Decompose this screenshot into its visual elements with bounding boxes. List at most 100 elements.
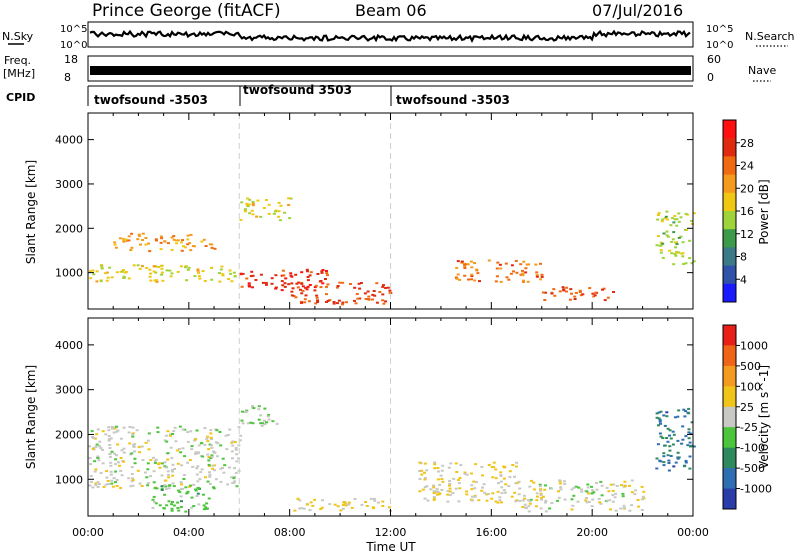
power-cell: [313, 289, 317, 292]
power-cell: [673, 241, 677, 244]
power-cell: [160, 267, 164, 270]
velocity-cell: [146, 468, 150, 471]
velocity-cell: [209, 432, 213, 435]
velocity-cell: [585, 501, 589, 504]
velocity-cell: [181, 487, 185, 490]
power-cell: [166, 242, 170, 245]
velocity-cell: [611, 489, 615, 492]
velocity-cell: [147, 432, 151, 435]
power-cell: [294, 273, 298, 276]
power-cell: [179, 241, 183, 244]
velocity-cell: [107, 426, 111, 429]
velocity-cell: [513, 475, 516, 478]
freq-unit: [MHz]: [3, 67, 35, 80]
velocity-cell: [619, 507, 623, 510]
x-tick-label: 08:00: [274, 526, 306, 539]
velocity-cell: [166, 458, 170, 461]
power-cell: [108, 266, 112, 269]
velocity-cell: [205, 502, 209, 505]
velocity-colorbar-swatch: [723, 447, 736, 469]
velocity-cell: [186, 431, 190, 434]
velocity-cell: [529, 479, 533, 482]
power-cell: [251, 202, 255, 205]
power-cell: [602, 287, 606, 290]
power-cell: [381, 299, 385, 302]
velocity-cell: [102, 485, 106, 488]
power-cell: [118, 237, 122, 240]
velocity-cell: [440, 469, 444, 472]
velocity-cell: [197, 444, 201, 447]
velocity-cell: [251, 422, 255, 425]
x-tick-label: 12:00: [375, 526, 407, 539]
velocity-cell: [181, 428, 185, 431]
power-cell: [314, 284, 318, 287]
power-cell: [499, 267, 503, 270]
velocity-cell: [211, 464, 215, 467]
velocity-cell: [131, 433, 135, 436]
velocity-cell: [221, 457, 225, 460]
power-colorbar-swatch: [723, 211, 736, 230]
power-cell: [125, 239, 129, 242]
power-cell: [612, 291, 615, 293]
power-cell: [152, 265, 156, 268]
velocity-cell: [179, 495, 183, 498]
power-cell: [677, 236, 681, 239]
power-cell: [176, 270, 180, 273]
power-cell: [247, 203, 251, 206]
power-cell: [160, 271, 164, 274]
velocity-cell: [234, 448, 238, 451]
power-cell: [534, 263, 538, 266]
velocity-cell: [167, 476, 171, 479]
power-cell: [460, 261, 464, 264]
velocity-cell: [663, 424, 667, 427]
velocity-cell: [119, 487, 123, 489]
velocity-cell: [470, 488, 474, 491]
power-cell: [243, 208, 247, 211]
velocity-cell: [213, 469, 216, 472]
power-cell: [274, 287, 278, 290]
velocity-cell: [353, 498, 357, 500]
power-cell: [136, 238, 140, 241]
power-ytick-label: 3000: [55, 178, 83, 191]
velocity-cell: [435, 490, 439, 493]
velocity-cell: [153, 461, 157, 464]
velocity-cell: [544, 510, 548, 513]
velocity-cell: [196, 465, 200, 468]
power-cell: [189, 233, 193, 236]
velocity-cell: [497, 482, 500, 485]
velocity-cell: [226, 483, 230, 486]
power-cell: [665, 218, 669, 221]
power-colorbar-swatch: [723, 192, 736, 212]
velocity-cell: [682, 465, 686, 468]
velocity-cell: [153, 487, 157, 490]
velocity-cell: [662, 461, 666, 464]
velocity-cell: [97, 459, 101, 462]
power-colorbar-label: 20: [740, 182, 754, 195]
power-cell: [176, 239, 180, 242]
power-cell: [244, 210, 247, 213]
power-cell: [304, 286, 308, 289]
velocity-cell: [677, 456, 681, 459]
velocity-cell: [544, 501, 547, 504]
velocity-cell: [173, 468, 176, 470]
velocity-cell: [241, 422, 245, 425]
velocity-cell: [432, 496, 436, 498]
velocity-cell: [549, 487, 553, 490]
velocity-cell: [584, 499, 588, 502]
x-tick-label: 00:00: [72, 526, 104, 539]
velocity-cell: [628, 484, 631, 487]
power-cell: [193, 275, 197, 278]
power-cell: [137, 233, 141, 236]
velocity-cell: [110, 482, 114, 485]
power-cell: [349, 283, 352, 285]
velocity-cell: [365, 505, 369, 507]
velocity-cell: [527, 510, 531, 513]
power-cell: [519, 263, 523, 266]
velocity-cell: [609, 483, 613, 486]
velocity-cell: [490, 466, 494, 468]
power-cell: [495, 267, 499, 270]
velocity-cell: [668, 445, 672, 448]
velocity-cell: [640, 509, 644, 511]
velocity-cell: [189, 484, 193, 487]
